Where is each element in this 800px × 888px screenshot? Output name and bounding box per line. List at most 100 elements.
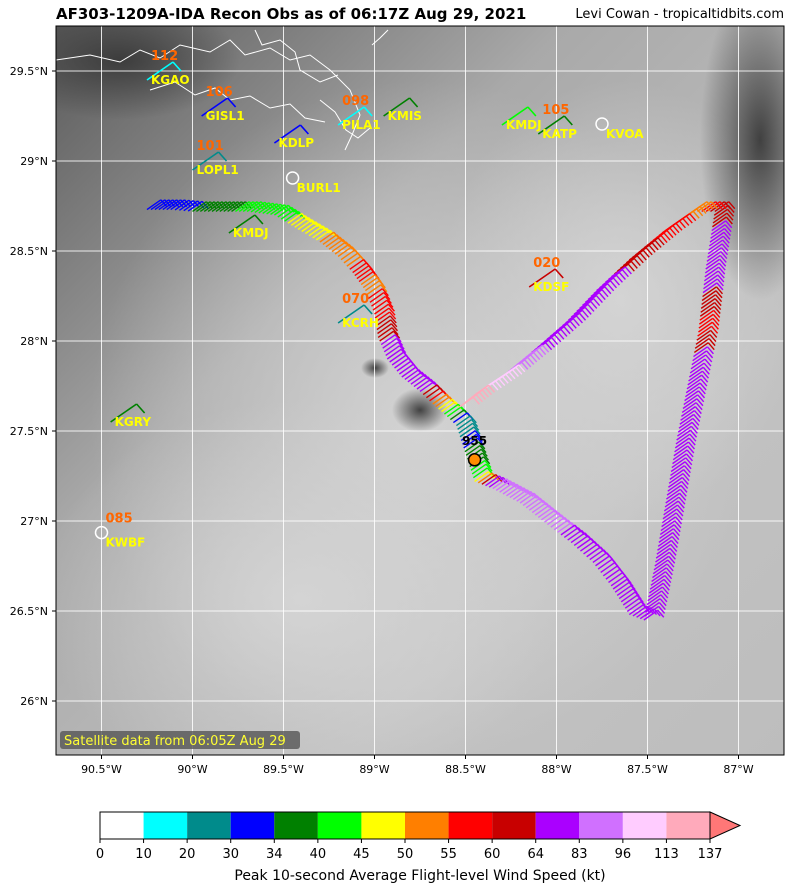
station-id: KMDJ	[233, 226, 269, 240]
barb-staff	[187, 200, 203, 212]
wind-barb	[712, 216, 733, 228]
station-id: KDSF	[533, 280, 569, 294]
tick-label-lon: 90.5°W	[81, 763, 122, 776]
barb-feather	[560, 328, 568, 337]
station-barb-feather	[363, 106, 373, 117]
station-id: KWBF	[106, 536, 146, 550]
wind-barb	[691, 354, 713, 366]
barb-feather	[698, 386, 706, 395]
wind-barb	[270, 204, 291, 216]
map-title: AF303-1209A-IDA Recon Obs as of 06:17Z A…	[56, 5, 527, 23]
wind-barb	[643, 609, 665, 621]
barb-staff	[704, 266, 720, 278]
barb-staff	[372, 299, 388, 311]
barb-staff	[596, 280, 611, 292]
wind-barb	[170, 199, 192, 211]
wind-barb	[474, 471, 496, 482]
barb-feather	[530, 354, 538, 363]
barb-feather	[672, 225, 680, 234]
barb-feather	[707, 342, 715, 351]
tick-label-lat: 26.5°N	[10, 605, 48, 618]
barb-staff	[691, 354, 707, 366]
barb-feather	[387, 303, 395, 312]
barb-feather	[396, 337, 404, 346]
barb-staff	[680, 406, 696, 417]
wind-barb	[656, 543, 678, 555]
barb-feather	[702, 203, 711, 212]
station-id: KATP	[542, 127, 577, 141]
barb-staff	[364, 280, 380, 292]
barb-staff	[563, 527, 579, 539]
barb-staff	[699, 309, 715, 321]
barb-feather	[719, 258, 727, 267]
barb-feather	[668, 555, 676, 564]
barb-staff	[586, 546, 601, 558]
wind-barb	[697, 325, 719, 337]
barb-staff	[678, 417, 694, 429]
barb-staff	[654, 555, 670, 567]
barb-staff	[531, 502, 547, 514]
station-barb-feather	[527, 106, 537, 117]
credit-text: Levi Cowan - tropicaltidbits.com	[575, 7, 784, 22]
barb-feather	[615, 274, 623, 283]
wind-barb	[659, 524, 681, 536]
barb-staff	[648, 586, 663, 598]
station-value: 112	[151, 49, 178, 64]
wind-barb	[645, 601, 666, 613]
pressure-dot	[467, 453, 482, 467]
barb-feather	[472, 422, 480, 431]
barb-feather	[481, 389, 489, 398]
barb-feather	[393, 330, 401, 339]
barb-staff	[628, 604, 644, 616]
barb-feather	[551, 337, 559, 346]
barb-feather	[478, 391, 486, 400]
station-id: KMDJ	[506, 118, 542, 132]
barb-staff	[315, 229, 331, 241]
station-barb	[110, 403, 138, 423]
barb-feather	[469, 415, 477, 424]
colorbar-tick-label: 83	[571, 847, 588, 862]
barb-staff	[374, 307, 390, 319]
barb-feather	[397, 341, 405, 350]
station-id: LOPL1	[197, 163, 239, 177]
wind-barb	[568, 309, 589, 321]
barb-feather	[720, 247, 729, 256]
barb-staff	[368, 288, 383, 299]
barb-staff	[703, 278, 718, 290]
colorbar-segment	[361, 812, 405, 839]
barb-feather	[727, 208, 735, 217]
barb-staff	[192, 201, 207, 212]
barb-feather	[399, 345, 407, 354]
station-value: 020	[533, 256, 560, 271]
barb-staff	[700, 301, 716, 313]
wind-barb	[699, 309, 721, 321]
barb-staff	[502, 483, 518, 495]
wind-barb	[705, 254, 727, 266]
colorbar-segment	[492, 812, 536, 839]
barb-staff	[707, 247, 722, 259]
barb-staff	[651, 571, 666, 583]
barb-feather	[658, 602, 666, 610]
barb-staff	[349, 259, 365, 270]
barb-feather	[480, 448, 488, 457]
wind-barb	[677, 425, 698, 437]
barb-staff	[460, 430, 476, 442]
colorbar-tick-label: 40	[310, 847, 327, 862]
station-barb	[201, 97, 229, 117]
barb-feather	[710, 201, 718, 210]
barb-staff	[707, 243, 723, 255]
barb-feather	[726, 212, 734, 221]
barb-staff	[713, 204, 729, 216]
wind-barb	[671, 457, 693, 469]
barb-staff	[706, 250, 722, 262]
barb-staff	[516, 490, 532, 502]
barb-feather	[584, 306, 592, 315]
station-barb	[501, 106, 529, 126]
barb-staff	[386, 348, 402, 360]
barb-feather	[693, 414, 701, 422]
barb-staff	[352, 262, 367, 274]
wind-barb	[587, 289, 609, 301]
barb-staff	[708, 235, 724, 247]
station-id: GISL1	[206, 109, 245, 123]
wind-barb	[703, 274, 725, 286]
